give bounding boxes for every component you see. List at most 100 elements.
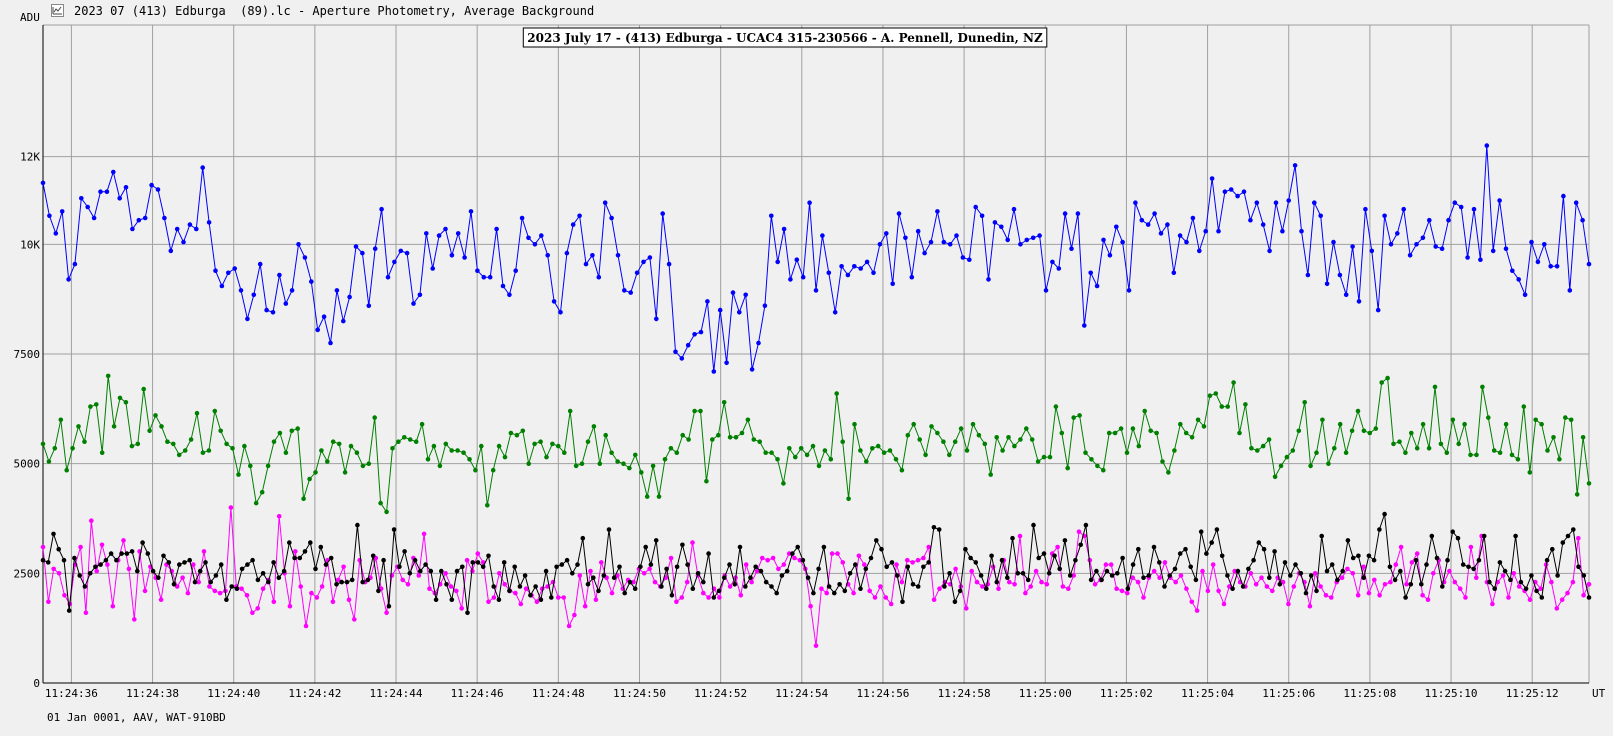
- data-point: [989, 553, 994, 559]
- data-point: [1036, 555, 1041, 561]
- data-point: [756, 340, 761, 346]
- data-point: [1039, 579, 1044, 585]
- data-point: [526, 461, 531, 467]
- data-point: [1522, 292, 1528, 298]
- data-point: [1216, 228, 1221, 234]
- data-point: [78, 544, 83, 550]
- data-point: [893, 457, 899, 462]
- data-point: [533, 584, 538, 589]
- data-point: [491, 595, 497, 600]
- data-point: [1379, 380, 1384, 385]
- data-point: [1249, 446, 1254, 451]
- data-point: [1420, 593, 1425, 598]
- data-point: [1146, 573, 1152, 578]
- data-point: [1484, 143, 1490, 148]
- data-point: [617, 564, 622, 570]
- data-point: [200, 450, 206, 456]
- data-point: [180, 575, 185, 580]
- data-point: [360, 579, 366, 585]
- data-point: [360, 250, 365, 256]
- data-point: [1178, 421, 1183, 427]
- x-tick-label: 11:24:56: [856, 687, 909, 700]
- data-point: [622, 590, 627, 596]
- data-point: [1480, 384, 1485, 390]
- data-point: [248, 463, 253, 469]
- data-point: [745, 417, 751, 423]
- data-point: [926, 560, 931, 565]
- data-point: [1178, 573, 1184, 578]
- data-point: [551, 299, 557, 304]
- light-curve-app-icon[interactable]: [51, 4, 64, 17]
- data-point: [117, 395, 123, 401]
- data-point: [91, 215, 97, 221]
- data-point: [328, 555, 334, 561]
- data-point: [716, 432, 721, 438]
- data-point: [365, 577, 371, 583]
- data-point: [390, 446, 395, 451]
- data-point: [519, 215, 525, 221]
- data-point: [431, 443, 437, 449]
- data-point: [93, 564, 98, 570]
- data-point: [1165, 222, 1170, 227]
- data-point: [1409, 560, 1415, 565]
- data-point: [1533, 417, 1538, 423]
- x-axis-label: UT: [1592, 687, 1606, 700]
- data-point: [680, 542, 685, 548]
- data-point: [1539, 595, 1545, 600]
- data-point: [835, 551, 840, 556]
- data-point: [513, 268, 518, 274]
- data-point: [807, 200, 812, 205]
- data-point: [236, 472, 241, 477]
- data-point: [534, 599, 540, 605]
- data-point: [277, 272, 282, 278]
- data-point: [266, 579, 271, 585]
- y-tick-label: 7500: [14, 348, 41, 361]
- data-point: [1326, 461, 1331, 467]
- data-point: [609, 590, 615, 596]
- data-point: [674, 450, 680, 456]
- data-point: [628, 290, 633, 295]
- data-point: [398, 248, 404, 254]
- data-point: [1205, 588, 1211, 594]
- data-point: [1053, 404, 1059, 409]
- data-point: [277, 430, 283, 436]
- data-point: [921, 555, 926, 561]
- data-point: [958, 426, 964, 431]
- data-point: [276, 575, 282, 580]
- data-point: [177, 562, 182, 567]
- data-point: [585, 582, 591, 587]
- data-point: [1151, 568, 1157, 574]
- data-point: [1018, 242, 1023, 247]
- data-point: [404, 250, 410, 256]
- data-point: [1426, 446, 1432, 451]
- data-point: [1136, 443, 1142, 449]
- data-point: [132, 617, 137, 622]
- data-point: [1403, 595, 1408, 600]
- data-point: [779, 573, 785, 578]
- data-point: [1041, 551, 1047, 556]
- data-point: [342, 470, 348, 475]
- data-point: [845, 272, 851, 278]
- data-point: [999, 557, 1005, 563]
- data-point: [309, 279, 314, 284]
- data-point: [1273, 200, 1279, 205]
- data-point: [386, 603, 392, 609]
- data-point: [289, 288, 295, 293]
- chart-grid: [43, 24, 1590, 684]
- data-point: [627, 465, 632, 471]
- data-point: [1516, 584, 1522, 589]
- data-point: [829, 551, 835, 556]
- data-point: [821, 544, 827, 550]
- data-point: [1414, 446, 1420, 451]
- data-point: [1006, 435, 1011, 440]
- data-point: [1554, 606, 1560, 611]
- data-point: [1075, 211, 1081, 216]
- data-point: [931, 525, 937, 530]
- data-point: [430, 266, 436, 271]
- data-point: [1539, 421, 1544, 427]
- data-point: [413, 439, 419, 445]
- data-point: [738, 593, 744, 598]
- data-point: [1158, 231, 1164, 236]
- data-point: [1124, 450, 1130, 456]
- data-point: [1141, 595, 1146, 600]
